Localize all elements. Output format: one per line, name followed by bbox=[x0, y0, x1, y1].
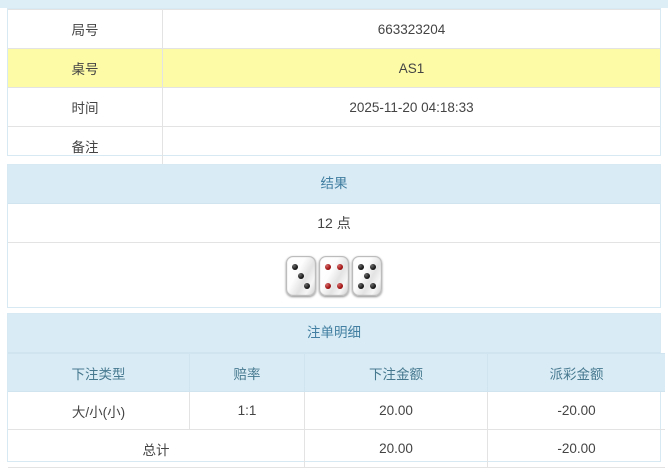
column-header-payout: 派彩金额 bbox=[487, 353, 665, 392]
column-header-bet-amount: 下注金额 bbox=[304, 353, 488, 392]
info-value-remark bbox=[162, 126, 660, 166]
total-label: 总计 bbox=[8, 429, 305, 468]
bet-details-table: 下注类型 赔率 下注金额 派彩金额 大/小(小) 1:1 20.00 -20.0… bbox=[8, 353, 665, 468]
total-payout-value: -20.00 bbox=[487, 429, 665, 468]
die-pip bbox=[370, 282, 376, 289]
info-value-table-no: AS1 bbox=[162, 48, 660, 88]
die-pip bbox=[337, 282, 343, 289]
info-label-time: 时间 bbox=[8, 87, 163, 127]
column-header-odds: 赔率 bbox=[189, 353, 305, 392]
bet-details-title: 注单明细 bbox=[8, 314, 660, 353]
table-header-row: 下注类型 赔率 下注金额 派彩金额 bbox=[8, 353, 665, 392]
bet-amount-value: 20.00 bbox=[304, 391, 488, 430]
bet-payout-value: -20.00 bbox=[487, 391, 665, 430]
table-row: 备注 bbox=[8, 126, 660, 166]
info-label-table-no: 桌号 bbox=[8, 48, 163, 88]
info-label-remark: 备注 bbox=[8, 126, 163, 166]
die-2 bbox=[319, 255, 349, 296]
table-row: 局号 663323204 bbox=[8, 9, 660, 49]
bet-details-panel: 注单明细 下注类型 赔率 下注金额 派彩金额 大/小(小) 1:1 20.00 … bbox=[7, 313, 665, 468]
result-panel: 结果 12 点 bbox=[7, 164, 661, 308]
column-header-bet-type: 下注类型 bbox=[8, 353, 190, 392]
round-info-panel: 局号 663323204 桌号 AS1 时间 2025-11-20 04:18:… bbox=[7, 8, 661, 166]
info-value-time: 2025-11-20 04:18:33 bbox=[162, 87, 660, 127]
die-pip bbox=[358, 282, 364, 289]
total-amount-value: 20.00 bbox=[304, 429, 488, 468]
die-pip bbox=[325, 282, 331, 289]
dice-group bbox=[8, 243, 660, 308]
die-pip bbox=[298, 272, 304, 279]
die-pip bbox=[358, 263, 364, 270]
die-pip bbox=[370, 263, 376, 270]
round-info-table: 局号 663323204 桌号 AS1 时间 2025-11-20 04:18:… bbox=[8, 9, 660, 166]
die-pip bbox=[325, 263, 331, 270]
table-row: 大/小(小) 1:1 20.00 -20.00 bbox=[8, 391, 665, 430]
bet-type-value: 大/小(小) bbox=[8, 391, 190, 430]
info-label-round-no: 局号 bbox=[8, 9, 163, 49]
result-section-title: 结果 bbox=[8, 165, 660, 204]
die-pip bbox=[304, 282, 310, 289]
result-points-value: 12 点 bbox=[8, 204, 660, 243]
die-3 bbox=[352, 255, 382, 296]
die-pip bbox=[337, 263, 343, 270]
die-1 bbox=[286, 255, 316, 296]
table-total-row: 总计 20.00 -20.00 bbox=[8, 429, 665, 468]
table-row: 时间 2025-11-20 04:18:33 bbox=[8, 87, 660, 127]
die-pip bbox=[364, 272, 370, 279]
die-pip bbox=[292, 263, 298, 270]
info-value-round-no: 663323204 bbox=[162, 9, 660, 49]
bet-odds-value: 1:1 bbox=[189, 391, 305, 430]
top-accent-strip bbox=[0, 0, 668, 8]
table-row: 桌号 AS1 bbox=[8, 48, 660, 88]
